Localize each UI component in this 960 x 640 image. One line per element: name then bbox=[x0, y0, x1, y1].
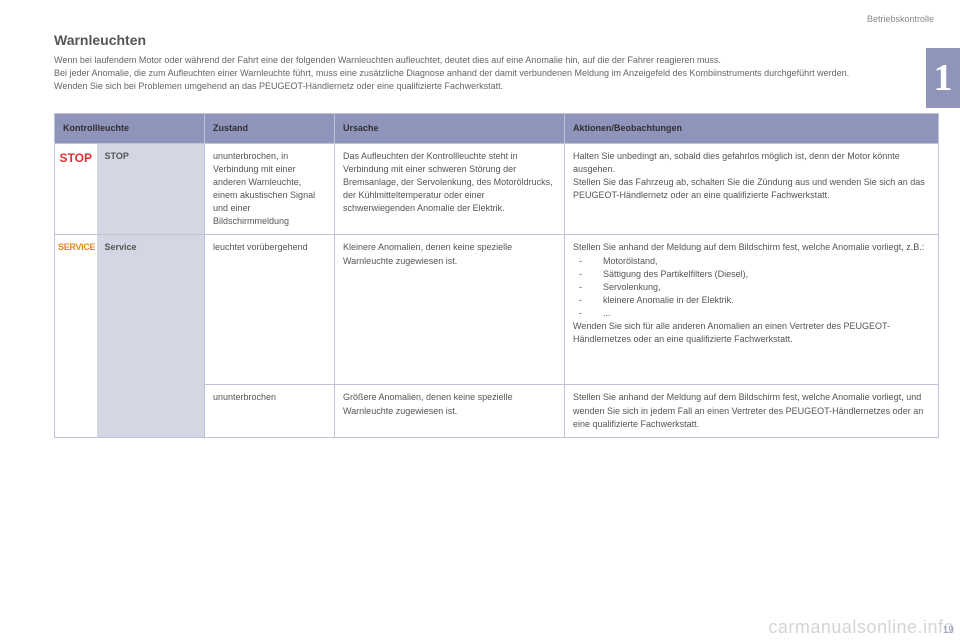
table-row: SERVICE Service leuchtet vorübergehend K… bbox=[55, 235, 939, 385]
list-item: Servolenkung, bbox=[579, 281, 930, 294]
service-action-1: Stellen Sie anhand der Meldung auf dem B… bbox=[565, 235, 939, 385]
service-state-1: leuchtet vorübergehend bbox=[205, 235, 335, 385]
table-header-row: Kontrollleuchte Zustand Ursache Aktionen… bbox=[55, 114, 939, 144]
stop-name: STOP bbox=[97, 144, 205, 235]
service-action-2: Stellen Sie anhand der Meldung auf dem B… bbox=[565, 385, 939, 437]
table-row: STOP STOP ununterbrochen, in Verbindung … bbox=[55, 144, 939, 235]
service-state-2: ununterbrochen bbox=[205, 385, 335, 437]
stop-icon: STOP bbox=[55, 144, 97, 235]
stop-action: Halten Sie unbedingt an, sobald dies gef… bbox=[565, 144, 939, 235]
intro-line: Wenden Sie sich bei Problemen umgehend a… bbox=[54, 80, 884, 93]
page-title: Warnleuchten bbox=[54, 32, 934, 48]
intro-line: Wenn bei laufendem Motor oder während de… bbox=[54, 54, 884, 67]
th-action: Aktionen/Beobachtungen bbox=[565, 114, 939, 144]
stop-cause: Das Aufleuchten der Kontrollleuchte steh… bbox=[335, 144, 565, 235]
th-light: Kontrollleuchte bbox=[55, 114, 205, 144]
service-cause-2: Größere Anomalien, denen keine spezielle… bbox=[335, 385, 565, 437]
th-cause: Ursache bbox=[335, 114, 565, 144]
intro-text: Wenn bei laufendem Motor oder während de… bbox=[54, 54, 884, 93]
service-action-1-trail: Wenden Sie sich für alle anderen Anomali… bbox=[573, 320, 930, 346]
service-cause-1: Kleinere Anomalien, denen keine speziell… bbox=[335, 235, 565, 385]
section-label: Betriebskontrolle bbox=[54, 14, 934, 32]
page-number: 19 bbox=[943, 625, 954, 636]
chapter-tab: 1 bbox=[926, 48, 960, 108]
service-icon: SERVICE bbox=[55, 235, 97, 437]
list-item: kleinere Anomalie in der Elektrik. bbox=[579, 294, 930, 307]
watermark: carmanualsonline.info bbox=[768, 617, 954, 638]
list-item: ... bbox=[579, 307, 930, 320]
service-name: Service bbox=[97, 235, 205, 437]
th-state: Zustand bbox=[205, 114, 335, 144]
service-action-1-list: Motorölstand, Sättigung des Partikelfilt… bbox=[573, 255, 930, 320]
warning-lights-table: Kontrollleuchte Zustand Ursache Aktionen… bbox=[54, 113, 939, 437]
list-item: Sättigung des Partikelfilters (Diesel), bbox=[579, 268, 930, 281]
page: Betriebskontrolle 1 Warnleuchten Wenn be… bbox=[0, 0, 960, 640]
stop-state: ununterbrochen, in Verbindung mit einer … bbox=[205, 144, 335, 235]
intro-line: Bei jeder Anomalie, die zum Aufleuchten … bbox=[54, 67, 884, 80]
service-action-1-lead: Stellen Sie anhand der Meldung auf dem B… bbox=[573, 241, 930, 254]
list-item: Motorölstand, bbox=[579, 255, 930, 268]
